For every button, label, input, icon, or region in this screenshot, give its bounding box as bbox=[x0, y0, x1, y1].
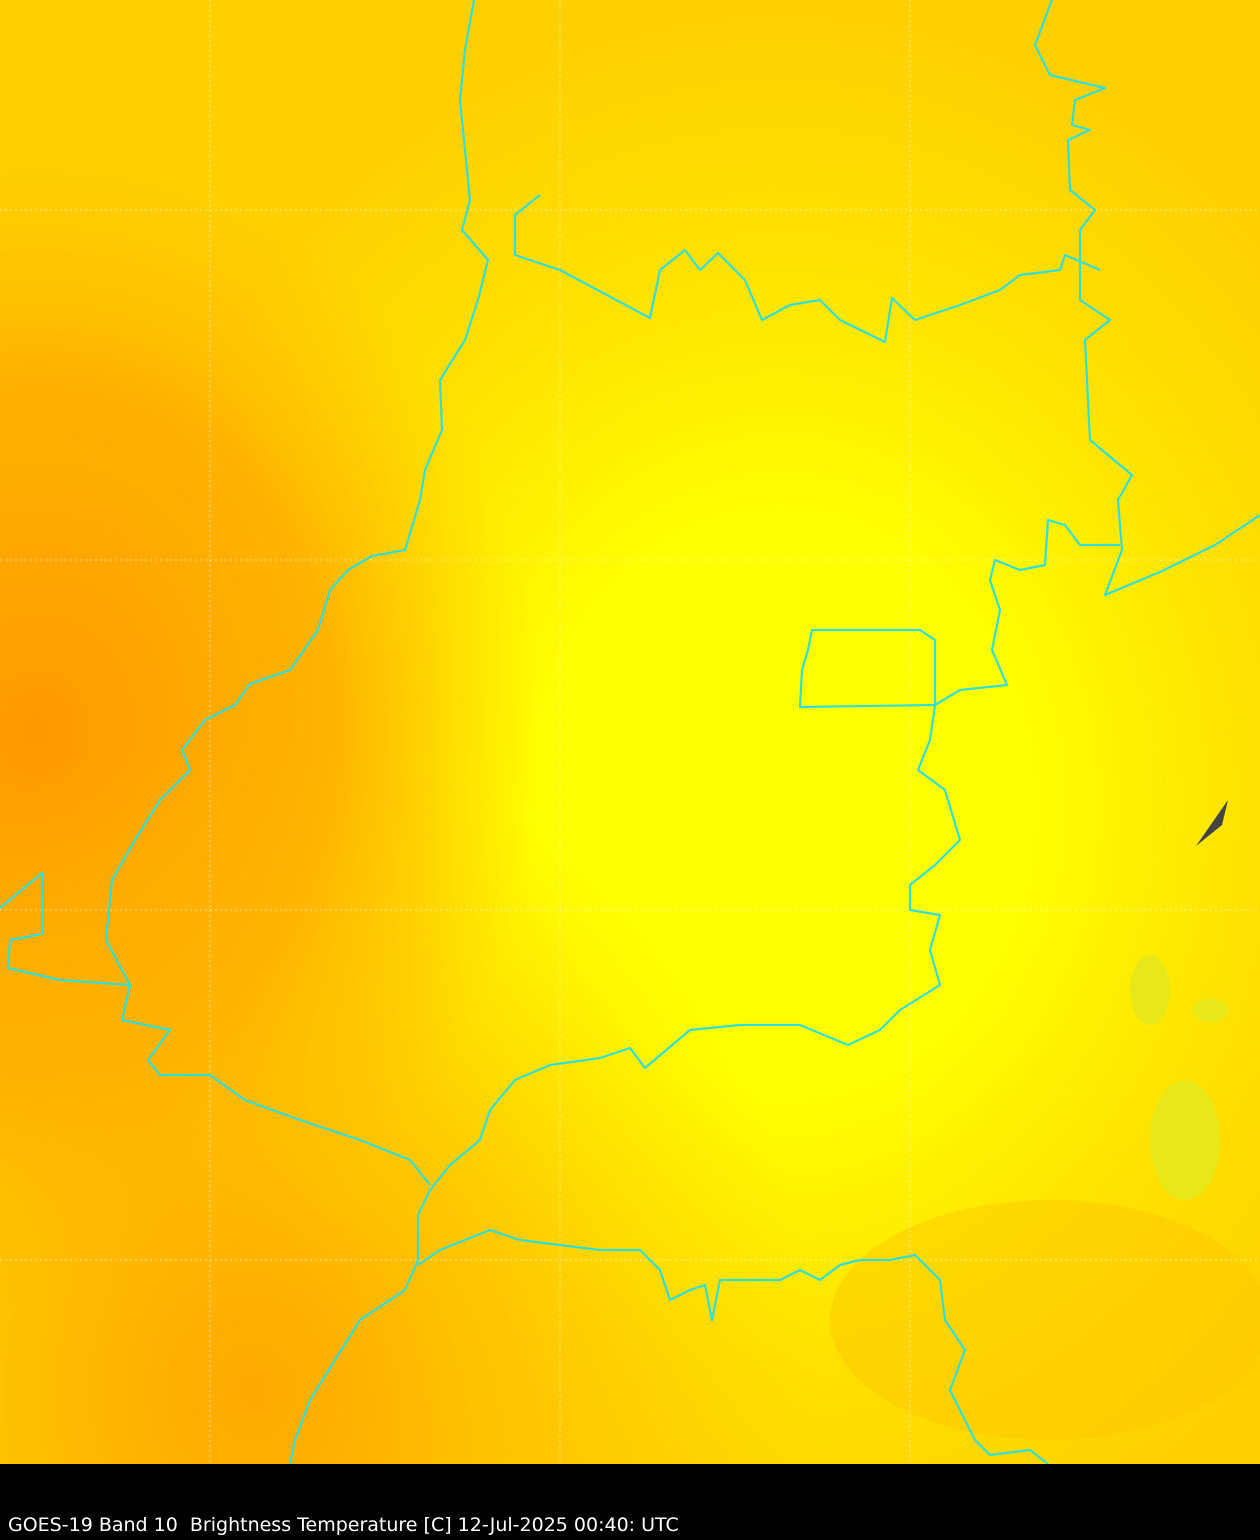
federal-district-border bbox=[798, 628, 937, 709]
border-south bbox=[417, 1228, 1049, 1464]
border-west-main bbox=[104, 0, 490, 1186]
political-borders bbox=[0, 0, 1260, 1464]
border-east-south bbox=[288, 704, 962, 1464]
border-east-internal bbox=[934, 518, 1120, 706]
cloud-patches bbox=[1130, 955, 1228, 1200]
cooler-region-southeast bbox=[830, 1200, 1260, 1440]
brightness-temperature-map bbox=[0, 0, 1260, 1464]
image-caption: GOES-19 Band 10 Brightness Temperature [… bbox=[8, 1514, 679, 1536]
graticule bbox=[0, 0, 1260, 1464]
border-northeast bbox=[1033, 0, 1260, 597]
border-west-notch bbox=[0, 871, 131, 987]
border-north bbox=[513, 194, 1101, 344]
smoke-streak bbox=[1196, 800, 1228, 846]
